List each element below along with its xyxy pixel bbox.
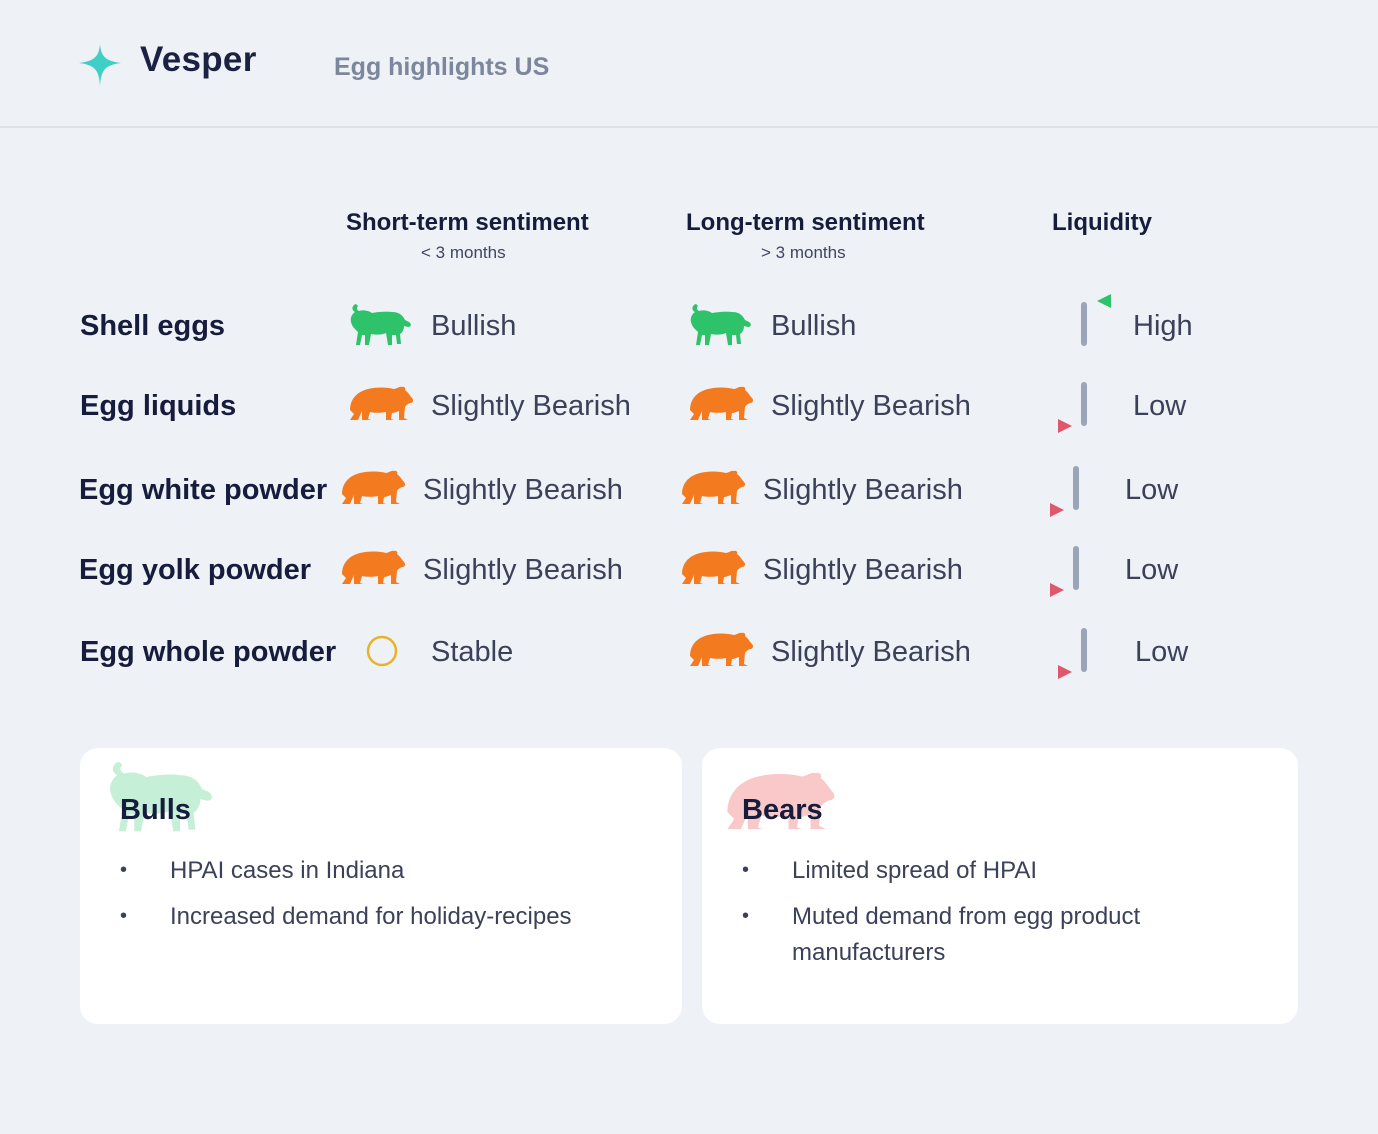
liquidity-bar: [1081, 382, 1087, 426]
long-term-sentiment: Slightly Bearish: [771, 390, 971, 422]
liquidity-up-arrow-icon: [1097, 294, 1111, 308]
bear-icon: [680, 548, 746, 588]
liquidity-down-arrow-icon: [1058, 419, 1072, 433]
bear-icon: [340, 468, 406, 508]
bullet: •: [120, 905, 128, 927]
top-header: Vesper Egg highlights US: [0, 0, 1378, 128]
row-label: Egg white powder: [79, 474, 328, 506]
bears-item: Muted demand from egg product manufactur…: [792, 903, 1141, 966]
short-term-sentiment: Slightly Bearish: [423, 474, 623, 506]
short-term-sentiment: Stable: [431, 636, 514, 668]
short-term-sentiment: Bullish: [431, 310, 517, 342]
bear-icon: [688, 630, 754, 670]
row-label: Egg liquids: [80, 390, 237, 422]
bear-icon: [340, 548, 406, 588]
liquidity-down-arrow-icon: [1058, 665, 1072, 679]
liquidity-header: Liquidity: [1052, 209, 1152, 236]
bulls-item: HPAI cases in Indiana: [170, 857, 405, 884]
table-row: Egg yolk powder Slightly Bearish Slightl…: [0, 540, 1378, 600]
long-term-subheader: > 3 months: [761, 243, 846, 262]
bear-icon: [348, 384, 414, 424]
page-subtitle: Egg highlights US: [334, 53, 550, 81]
liquidity-bar: [1073, 546, 1079, 590]
bears-card: Bears • Limited spread of HPAI • Muted d…: [702, 748, 1298, 1024]
bulls-card: Bulls • HPAI cases in Indiana • Increase…: [80, 748, 682, 1024]
liquidity-bar: [1081, 302, 1087, 346]
brand-name[interactable]: Vesper: [140, 40, 257, 79]
bulls-item: Increased demand for holiday-recipes: [170, 903, 572, 930]
liquidity-bar: [1081, 628, 1087, 672]
row-label: Egg yolk powder: [79, 554, 312, 586]
long-term-header: Long-term sentiment: [686, 209, 925, 236]
long-term-sentiment: Slightly Bearish: [771, 636, 971, 668]
bear-icon: [688, 384, 754, 424]
long-term-sentiment: Slightly Bearish: [763, 474, 963, 506]
bears-title: Bears: [742, 794, 823, 826]
short-term-header: Short-term sentiment: [346, 209, 589, 236]
table-row: Egg whole powder Stable Slightly Bearish…: [0, 622, 1378, 682]
short-term-subheader: < 3 months: [421, 243, 506, 262]
row-label: Egg whole powder: [80, 636, 337, 668]
short-term-sentiment: Slightly Bearish: [423, 554, 623, 586]
bulls-title: Bulls: [120, 794, 191, 826]
bears-item: Limited spread of HPAI: [792, 857, 1038, 884]
long-term-sentiment: Slightly Bearish: [763, 554, 963, 586]
bullet: •: [742, 859, 750, 881]
bear-icon: [680, 468, 746, 508]
stable-circle-icon: [366, 635, 398, 667]
bullet: •: [120, 859, 128, 881]
sparkle-star-icon: [79, 44, 121, 86]
short-term-sentiment: Slightly Bearish: [431, 390, 631, 422]
table-row: Egg white powder Slightly Bearish Slight…: [0, 460, 1378, 520]
liquidity-down-arrow-icon: [1050, 583, 1064, 597]
liquidity-value: Low: [1125, 474, 1179, 506]
liquidity-value: High: [1133, 310, 1193, 342]
bull-icon: [686, 300, 752, 352]
bullet: •: [742, 905, 750, 927]
liquidity-bar: [1073, 466, 1079, 510]
liquidity-value: Low: [1125, 554, 1179, 586]
long-term-sentiment: Bullish: [771, 310, 857, 342]
liquidity-down-arrow-icon: [1050, 503, 1064, 517]
liquidity-value: Low: [1135, 636, 1189, 668]
liquidity-value: Low: [1133, 390, 1187, 422]
table-row: Egg liquids Slightly Bearish Slightly Be…: [0, 376, 1378, 436]
bull-icon: [346, 300, 412, 352]
row-label: Shell eggs: [80, 310, 226, 342]
table-row: Shell eggs Bullish Bullish High: [0, 294, 1378, 356]
